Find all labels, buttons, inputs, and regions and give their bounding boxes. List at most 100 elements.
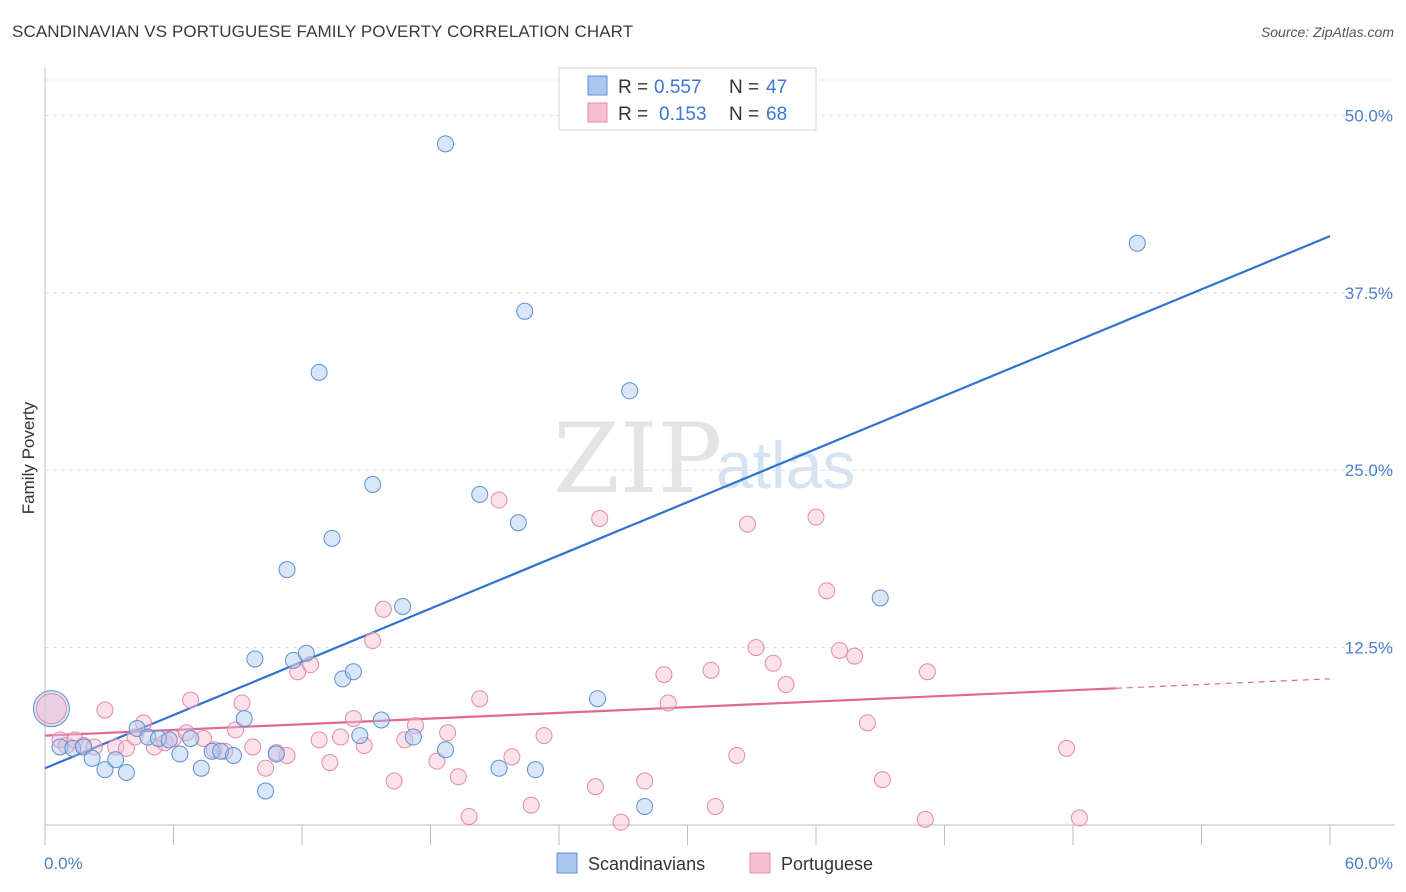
scandinavian-point-22 [278, 561, 296, 579]
portuguese-point-20 [233, 694, 251, 712]
x-tick-label-min: 0.0% [44, 854, 83, 873]
portuguese-point-37 [428, 752, 446, 770]
scandinavian-trend-line [44, 235, 1331, 770]
portuguese-point-22 [257, 759, 275, 777]
data-points [32, 87, 1146, 831]
scandinavian-point-43 [636, 798, 654, 816]
scandinavian-point-3 [75, 738, 93, 756]
scandinavian-point-12 [171, 745, 189, 763]
portuguese-point-7 [107, 738, 125, 756]
portuguese-point-40 [471, 690, 489, 708]
scandinavian-point-36 [471, 485, 489, 503]
scandinavian-point-9 [139, 728, 157, 746]
scandinavian-point-10 [150, 729, 168, 747]
portuguese-point-58 [777, 676, 795, 694]
portuguese-point-6 [96, 701, 114, 719]
portuguese-trend-line-extension [1115, 678, 1331, 689]
series-swatch-portuguese [749, 852, 771, 874]
series-label-portuguese: Portuguese [781, 854, 873, 874]
series-legend: Scandinavians Portuguese [556, 852, 873, 874]
scandinavian-point-23 [284, 651, 302, 669]
scandinavian-point-24 [297, 644, 315, 662]
portuguese-point-31 [355, 737, 373, 755]
portuguese-point-18 [216, 742, 234, 760]
scandinavian-point-2 [64, 739, 82, 757]
correlation-legend: R = 0.557 N = 47 R = 0.153 N = 68 [558, 67, 817, 131]
portuguese-point-26 [302, 656, 320, 674]
scandinavian-point-13 [182, 729, 200, 747]
gridlines [45, 79, 1395, 649]
legend-r-value-1: 0.557 [654, 77, 702, 98]
source-label: Source: ZipAtlas.com [1260, 24, 1394, 40]
legend-n-label-1: N = [729, 77, 759, 98]
portuguese-point-11 [145, 738, 163, 756]
scandinavian-point-15 [203, 742, 221, 760]
portuguese-point-54 [728, 746, 746, 764]
scandinavian-point-25 [310, 363, 328, 381]
watermark-zip: ZIP [553, 403, 722, 515]
portuguese-point-49 [636, 772, 654, 790]
scandinavian-point-1 [51, 738, 69, 756]
watermark: ZIP atlas [553, 403, 855, 515]
x-tick-label-max: 60.0% [1345, 854, 1393, 873]
portuguese-point-60 [818, 582, 836, 600]
scandinavian-point-4 [83, 749, 101, 767]
portuguese-point-62 [846, 647, 864, 665]
scandinavian-point-33 [404, 728, 422, 746]
portuguese-point-50 [655, 666, 673, 684]
scandinavian-point-7 [117, 763, 135, 781]
scandinavian-point-26 [323, 529, 341, 547]
portuguese-point-27 [310, 731, 328, 749]
scandinavian-point-11 [160, 731, 178, 749]
y-axis-label: Family Poverty [19, 401, 38, 514]
portuguese-point-56 [747, 639, 765, 657]
scandinavian-point-14 [192, 759, 210, 777]
scandinavian-point-5 [96, 761, 114, 779]
scandinavian-point-18 [235, 710, 253, 728]
portuguese-point-41 [460, 807, 478, 825]
portuguese-point-57 [764, 654, 782, 672]
scandinavian-point-21 [267, 745, 285, 763]
portuguese-point-43 [503, 748, 521, 766]
tick-labels: 12.5% 25.0% 37.5% 50.0% 0.0% 60.0% [44, 106, 1393, 873]
scandinavian-point-46 [1128, 234, 1146, 252]
portuguese-point-32 [364, 632, 382, 650]
legend-swatch-blue [587, 75, 608, 96]
portuguese-point-28 [321, 754, 339, 772]
portuguese-point-63 [858, 714, 876, 732]
trend-lines [44, 235, 1331, 770]
series-swatch-scandinavians [556, 852, 578, 874]
portuguese-point-61 [831, 641, 849, 659]
scandinavian-point-41 [589, 690, 607, 708]
portuguese-point-19 [227, 721, 245, 739]
scandinavian-point-40 [526, 761, 544, 779]
y-tick-label-3: 50.0% [1345, 106, 1393, 125]
portuguese-point-15 [182, 691, 200, 709]
portuguese-point-34 [385, 772, 403, 790]
portuguese-point-16 [194, 729, 212, 747]
portuguese-point-42 [490, 491, 508, 509]
portuguese-point-52 [702, 661, 720, 679]
scandinavian-point-37 [490, 759, 508, 777]
portuguese-point-46 [586, 778, 604, 796]
legend-r-label-1: R = [618, 77, 648, 98]
portuguese-point-59 [807, 508, 825, 526]
scandinavian-point-44 [621, 382, 639, 400]
portuguese-point-21 [244, 738, 262, 756]
scandinavian-point-17 [224, 746, 242, 764]
scandinavian-point-38 [509, 514, 527, 532]
watermark-atlas: atlas [716, 428, 855, 502]
portuguese-point-39 [449, 768, 467, 786]
portuguese-point-47 [591, 509, 609, 527]
scandinavian-point-20 [257, 782, 275, 800]
scandinavian-point-29 [351, 727, 369, 745]
legend-n-value-2: 68 [766, 104, 787, 125]
legend-swatch-pink [587, 102, 608, 123]
portuguese-point-53 [706, 798, 724, 816]
portuguese-point-67 [1058, 739, 1076, 757]
chart-title: SCANDINAVIAN VS PORTUGUESE FAMILY POVERT… [12, 22, 634, 41]
portuguese-point-30 [344, 710, 362, 728]
portuguese-point-48 [612, 813, 630, 831]
portuguese-point-55 [738, 515, 756, 533]
